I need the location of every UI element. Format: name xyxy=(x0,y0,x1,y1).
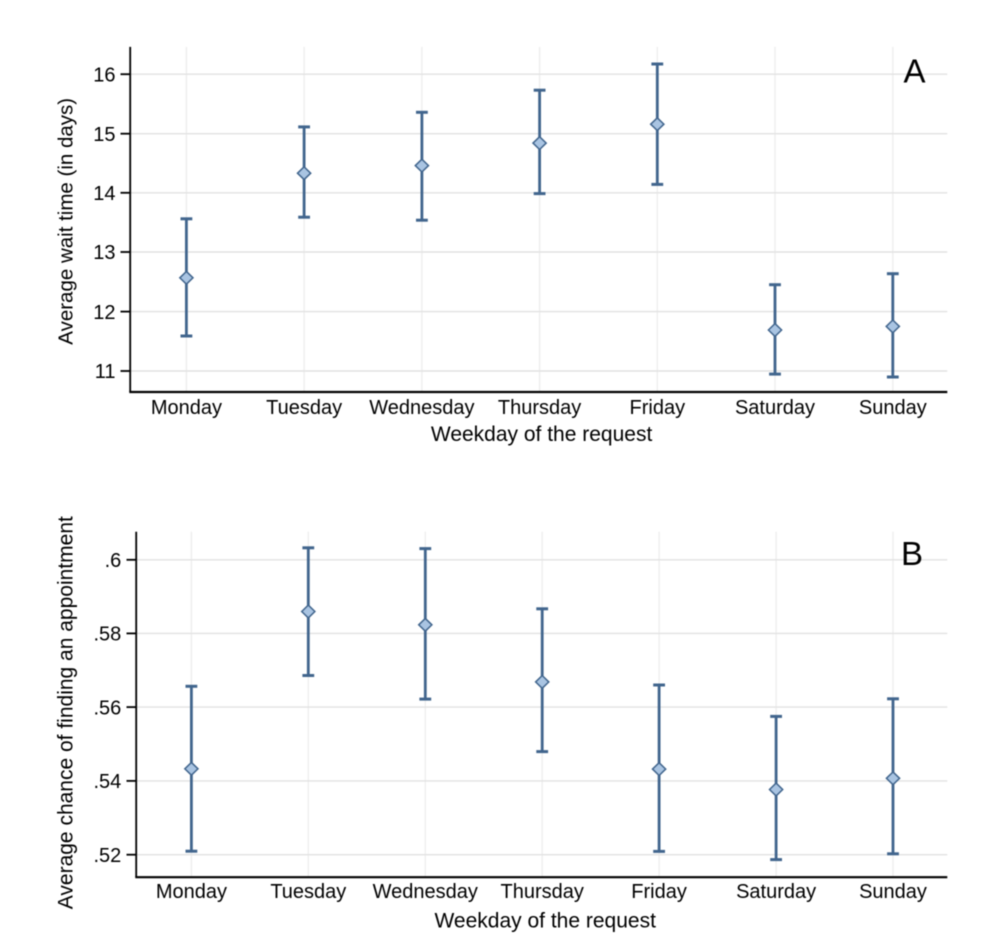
svg-text:Thursday: Thursday xyxy=(501,881,584,903)
svg-text:Wednesday: Wednesday xyxy=(373,881,478,903)
svg-text:Weekday of the request: Weekday of the request xyxy=(434,909,656,932)
svg-text:Friday: Friday xyxy=(631,881,687,903)
svg-text:12: 12 xyxy=(93,302,115,324)
svg-text:Weekday of the request: Weekday of the request xyxy=(431,423,653,446)
svg-text:Thursday: Thursday xyxy=(498,397,581,419)
svg-text:Wednesday: Wednesday xyxy=(369,397,474,419)
svg-text:Tuesday: Tuesday xyxy=(270,881,346,903)
svg-text:Monday: Monday xyxy=(156,881,227,903)
svg-text:Tuesday: Tuesday xyxy=(266,397,342,419)
svg-text:.52: .52 xyxy=(93,845,121,867)
svg-text:.6: .6 xyxy=(105,550,122,572)
svg-text:.56: .56 xyxy=(93,697,121,719)
svg-text:Friday: Friday xyxy=(630,397,686,419)
svg-text:15: 15 xyxy=(93,124,115,146)
svg-text:Sunday: Sunday xyxy=(859,397,927,419)
svg-text:A: A xyxy=(903,52,925,89)
svg-text:Saturday: Saturday xyxy=(736,881,816,903)
svg-text:16: 16 xyxy=(93,64,115,86)
svg-text:Saturday: Saturday xyxy=(735,397,815,419)
svg-text:Average wait time (in days): Average wait time (in days) xyxy=(55,98,78,345)
svg-text:B: B xyxy=(901,535,923,572)
svg-text:14: 14 xyxy=(93,183,115,205)
svg-text:Sunday: Sunday xyxy=(859,881,927,903)
svg-text:11: 11 xyxy=(95,361,116,383)
svg-text:.58: .58 xyxy=(93,624,121,646)
svg-text:13: 13 xyxy=(93,242,115,264)
svg-text:Average chance of finding an a: Average chance of finding an appointment xyxy=(55,516,78,909)
svg-text:.54: .54 xyxy=(93,771,121,793)
svg-text:Monday: Monday xyxy=(151,397,222,419)
